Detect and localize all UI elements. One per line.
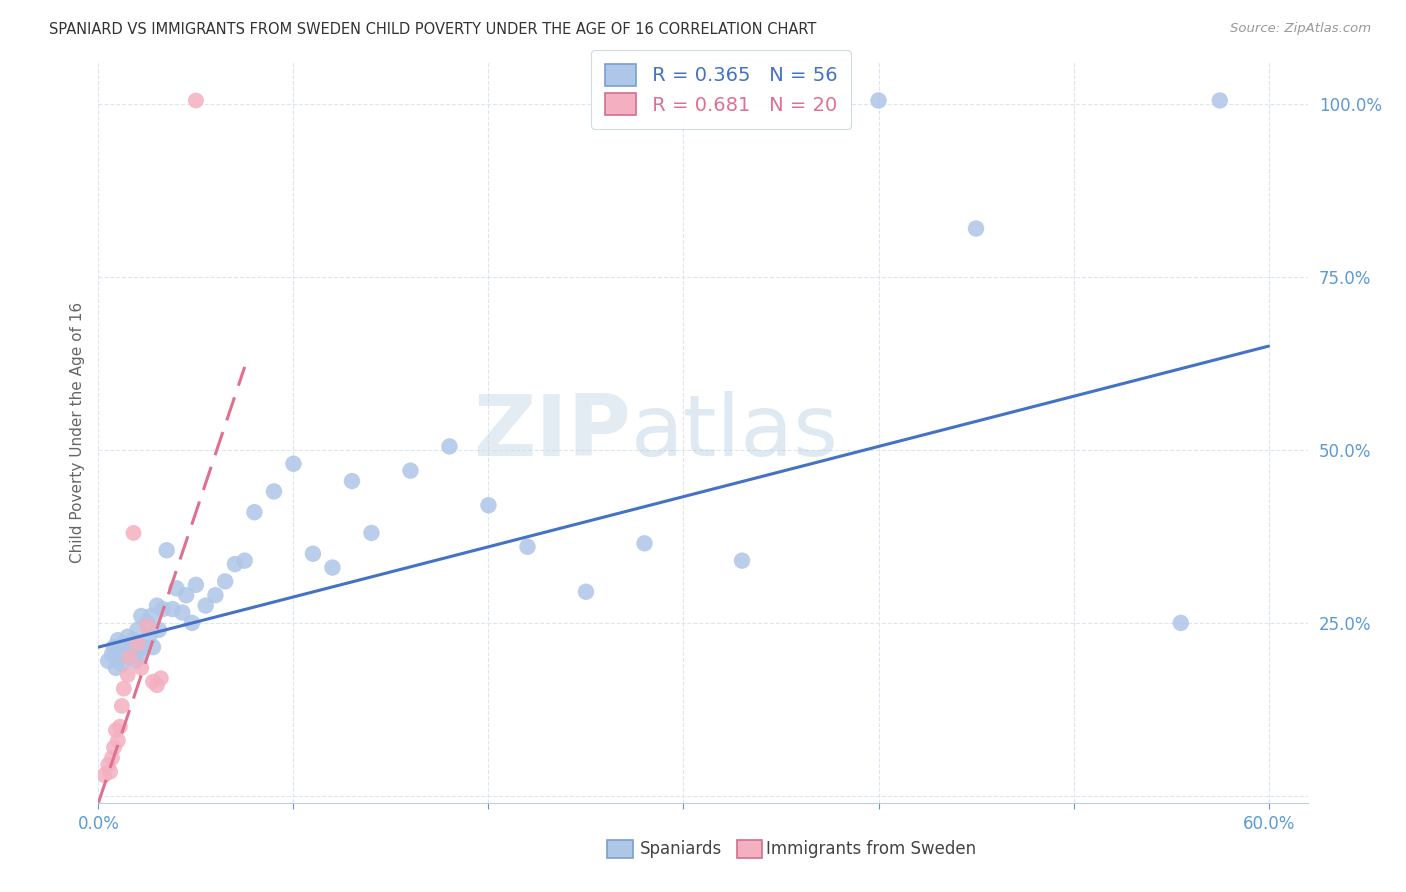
- Point: [107, 643, 129, 657]
- Point: [194, 599, 217, 613]
- Point: [132, 640, 155, 654]
- Text: atlas: atlas: [630, 391, 838, 475]
- Point: [302, 547, 325, 561]
- Text: SPANIARD VS IMMIGRANTS FROM SWEDEN CHILD POVERTY UNDER THE AGE OF 16 CORRELATION: SPANIARD VS IMMIGRANTS FROM SWEDEN CHILD…: [49, 22, 817, 37]
- Point: [142, 674, 165, 689]
- Point: [516, 540, 538, 554]
- Text: Source: ZipAtlas.com: Source: ZipAtlas.com: [1230, 22, 1371, 36]
- Point: [128, 650, 150, 665]
- Point: [139, 609, 162, 624]
- Point: [165, 582, 187, 596]
- Point: [117, 630, 139, 644]
- Point: [283, 457, 305, 471]
- Point: [162, 602, 184, 616]
- Point: [131, 661, 153, 675]
- Bar: [607, 840, 633, 858]
- Point: [263, 484, 285, 499]
- Point: [122, 525, 145, 540]
- Point: [321, 560, 343, 574]
- Point: [174, 588, 197, 602]
- Point: [97, 654, 120, 668]
- Point: [204, 588, 226, 602]
- Point: [224, 557, 246, 571]
- Point: [965, 221, 987, 235]
- Point: [136, 615, 159, 630]
- Point: [340, 474, 363, 488]
- Point: [127, 637, 149, 651]
- Point: [121, 647, 143, 661]
- Point: [104, 723, 127, 738]
- Point: [108, 720, 131, 734]
- Point: [101, 751, 124, 765]
- Point: [360, 525, 382, 540]
- Point: [112, 681, 135, 696]
- Point: [117, 667, 139, 681]
- Point: [152, 602, 174, 616]
- Point: [108, 650, 131, 665]
- Bar: [737, 840, 762, 858]
- Point: [633, 536, 655, 550]
- Point: [181, 615, 204, 630]
- Point: [142, 640, 165, 654]
- Point: [146, 678, 169, 692]
- Point: [111, 657, 134, 672]
- Point: [118, 650, 141, 665]
- Point: [136, 619, 159, 633]
- Point: [101, 647, 124, 661]
- Point: [138, 630, 160, 644]
- Point: [97, 757, 120, 772]
- Point: [124, 654, 146, 668]
- Point: [149, 671, 172, 685]
- Point: [118, 640, 141, 654]
- Point: [107, 633, 129, 648]
- Point: [184, 94, 207, 108]
- Text: ZIP: ZIP: [472, 391, 630, 475]
- Point: [439, 440, 461, 454]
- Y-axis label: Child Poverty Under the Age of 16: Child Poverty Under the Age of 16: [69, 302, 84, 563]
- Point: [112, 637, 135, 651]
- Point: [111, 698, 134, 713]
- Legend:  R = 0.365   N = 56,  R = 0.681   N = 20: R = 0.365 N = 56, R = 0.681 N = 20: [592, 50, 851, 129]
- Point: [104, 661, 127, 675]
- Point: [184, 578, 207, 592]
- Point: [399, 464, 422, 478]
- Point: [122, 633, 145, 648]
- Point: [575, 584, 598, 599]
- Text: Immigrants from Sweden: Immigrants from Sweden: [766, 840, 976, 858]
- Point: [1209, 94, 1232, 108]
- Point: [477, 498, 499, 512]
- Point: [93, 768, 115, 782]
- Point: [131, 609, 153, 624]
- Point: [156, 543, 179, 558]
- Point: [103, 640, 125, 654]
- Point: [98, 764, 121, 779]
- Point: [1170, 615, 1192, 630]
- Point: [172, 606, 194, 620]
- Point: [214, 574, 236, 589]
- Point: [233, 554, 256, 568]
- Point: [146, 599, 169, 613]
- Point: [731, 554, 754, 568]
- Point: [148, 623, 170, 637]
- Point: [127, 623, 149, 637]
- Text: Spaniards: Spaniards: [640, 840, 721, 858]
- Point: [243, 505, 266, 519]
- Point: [127, 643, 149, 657]
- Point: [103, 740, 125, 755]
- Point: [868, 94, 890, 108]
- Point: [107, 733, 129, 747]
